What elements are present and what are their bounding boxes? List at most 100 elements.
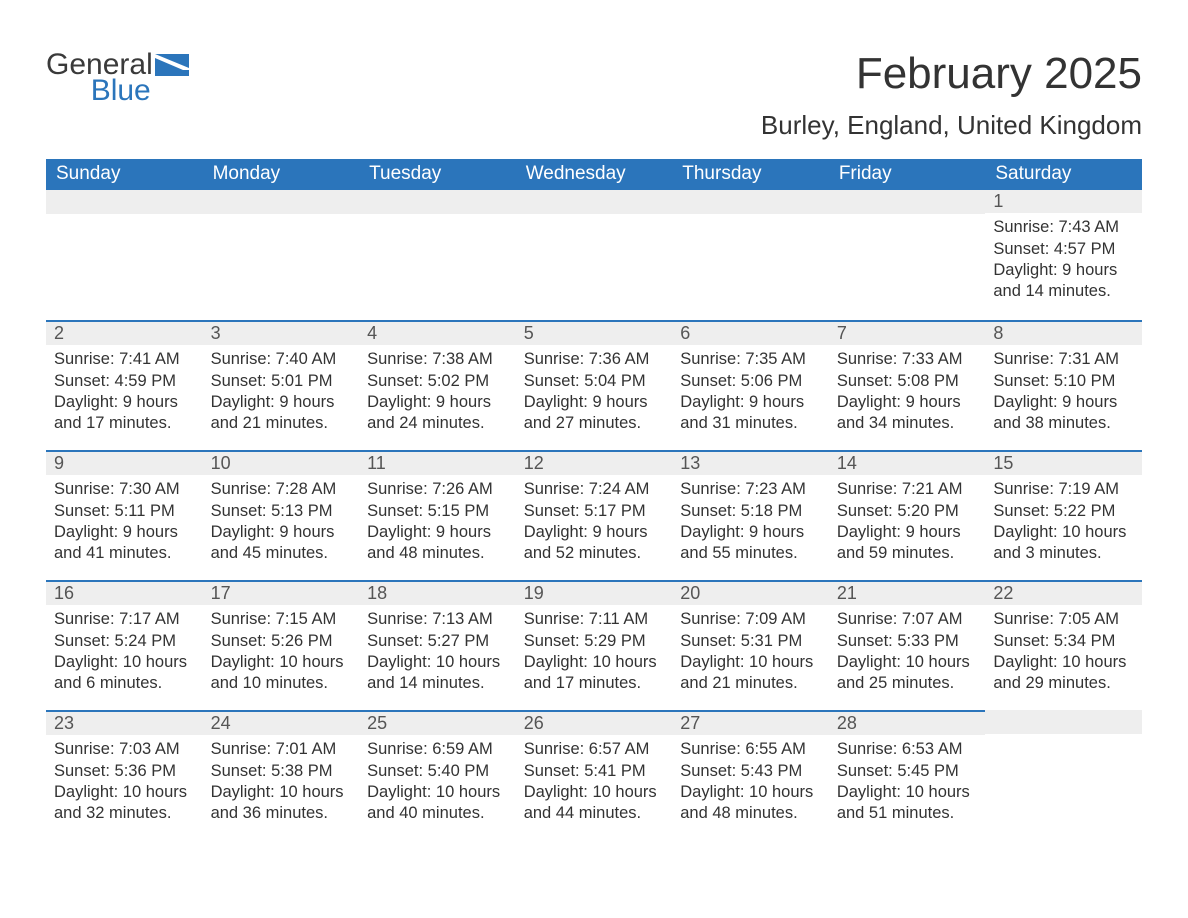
day-details: Sunrise: 7:30 AMSunset: 5:11 PMDaylight:… [46, 475, 203, 571]
sunset-line: Sunset: 5:11 PM [54, 501, 195, 522]
day-details: Sunrise: 7:09 AMSunset: 5:31 PMDaylight:… [672, 605, 829, 701]
day-details: Sunrise: 7:13 AMSunset: 5:27 PMDaylight:… [359, 605, 516, 701]
daylight-line-1: Daylight: 10 hours [837, 782, 978, 803]
day-number: 7 [829, 320, 986, 345]
empty-day [359, 190, 516, 214]
daylight-line-1: Daylight: 9 hours [367, 522, 508, 543]
sunrise-line: Sunrise: 7:36 AM [524, 349, 665, 370]
calendar-cell: 21Sunrise: 7:07 AMSunset: 5:33 PMDayligh… [829, 580, 986, 710]
day-number: 9 [46, 450, 203, 475]
calendar-cell: 20Sunrise: 7:09 AMSunset: 5:31 PMDayligh… [672, 580, 829, 710]
daylight-line-2: and 27 minutes. [524, 413, 665, 434]
daylight-line-1: Daylight: 9 hours [54, 522, 195, 543]
calendar-cell: 3Sunrise: 7:40 AMSunset: 5:01 PMDaylight… [203, 320, 360, 450]
sunrise-line: Sunrise: 7:41 AM [54, 349, 195, 370]
day-details: Sunrise: 7:41 AMSunset: 4:59 PMDaylight:… [46, 345, 203, 441]
day-number: 27 [672, 710, 829, 735]
day-number: 12 [516, 450, 673, 475]
day-number: 19 [516, 580, 673, 605]
daylight-line-1: Daylight: 9 hours [680, 392, 821, 413]
daylight-line-2: and 36 minutes. [211, 803, 352, 824]
daylight-line-1: Daylight: 9 hours [680, 522, 821, 543]
day-number: 22 [985, 580, 1142, 605]
day-number: 23 [46, 710, 203, 735]
daylight-line-2: and 17 minutes. [54, 413, 195, 434]
calendar-cell: 7Sunrise: 7:33 AMSunset: 5:08 PMDaylight… [829, 320, 986, 450]
day-details: Sunrise: 7:23 AMSunset: 5:18 PMDaylight:… [672, 475, 829, 571]
sunset-line: Sunset: 5:04 PM [524, 371, 665, 392]
sunset-line: Sunset: 5:22 PM [993, 501, 1134, 522]
sunrise-line: Sunrise: 7:31 AM [993, 349, 1134, 370]
sunset-line: Sunset: 5:36 PM [54, 761, 195, 782]
daylight-line-1: Daylight: 9 hours [524, 392, 665, 413]
day-number: 6 [672, 320, 829, 345]
sunrise-line: Sunrise: 6:55 AM [680, 739, 821, 760]
sunrise-line: Sunrise: 6:59 AM [367, 739, 508, 760]
day-number: 21 [829, 580, 986, 605]
daylight-line-2: and 21 minutes. [211, 413, 352, 434]
flag-icon [155, 54, 189, 76]
day-number: 16 [46, 580, 203, 605]
calendar-cell: 24Sunrise: 7:01 AMSunset: 5:38 PMDayligh… [203, 710, 360, 840]
empty-day [516, 190, 673, 214]
sunset-line: Sunset: 5:33 PM [837, 631, 978, 652]
day-details: Sunrise: 7:17 AMSunset: 5:24 PMDaylight:… [46, 605, 203, 701]
empty-day [46, 190, 203, 214]
day-details: Sunrise: 7:40 AMSunset: 5:01 PMDaylight:… [203, 345, 360, 441]
daylight-line-1: Daylight: 10 hours [993, 522, 1134, 543]
sunrise-line: Sunrise: 7:07 AM [837, 609, 978, 630]
daylight-line-2: and 59 minutes. [837, 543, 978, 564]
daylight-line-1: Daylight: 9 hours [211, 522, 352, 543]
daylight-line-1: Daylight: 10 hours [211, 782, 352, 803]
daylight-line-2: and 24 minutes. [367, 413, 508, 434]
sunset-line: Sunset: 5:08 PM [837, 371, 978, 392]
sunrise-line: Sunrise: 7:43 AM [993, 217, 1134, 238]
weekday-header: Saturday [985, 159, 1142, 190]
calendar-cell: 11Sunrise: 7:26 AMSunset: 5:15 PMDayligh… [359, 450, 516, 580]
day-number: 8 [985, 320, 1142, 345]
calendar-week: 2Sunrise: 7:41 AMSunset: 4:59 PMDaylight… [46, 320, 1142, 450]
daylight-line-1: Daylight: 10 hours [54, 782, 195, 803]
day-details: Sunrise: 7:28 AMSunset: 5:13 PMDaylight:… [203, 475, 360, 571]
calendar-week: 16Sunrise: 7:17 AMSunset: 5:24 PMDayligh… [46, 580, 1142, 710]
day-details: Sunrise: 6:59 AMSunset: 5:40 PMDaylight:… [359, 735, 516, 831]
day-details: Sunrise: 7:15 AMSunset: 5:26 PMDaylight:… [203, 605, 360, 701]
day-number: 24 [203, 710, 360, 735]
calendar-cell: 12Sunrise: 7:24 AMSunset: 5:17 PMDayligh… [516, 450, 673, 580]
empty-day [829, 190, 986, 214]
day-details: Sunrise: 7:11 AMSunset: 5:29 PMDaylight:… [516, 605, 673, 701]
daylight-line-2: and 44 minutes. [524, 803, 665, 824]
day-number: 4 [359, 320, 516, 345]
header: General Blue February 2025 Burley, Engla… [46, 50, 1142, 153]
daylight-line-1: Daylight: 10 hours [211, 652, 352, 673]
calendar-cell [46, 190, 203, 320]
sunset-line: Sunset: 5:43 PM [680, 761, 821, 782]
calendar-cell: 19Sunrise: 7:11 AMSunset: 5:29 PMDayligh… [516, 580, 673, 710]
sunset-line: Sunset: 5:29 PM [524, 631, 665, 652]
calendar-cell: 25Sunrise: 6:59 AMSunset: 5:40 PMDayligh… [359, 710, 516, 840]
daylight-line-1: Daylight: 10 hours [993, 652, 1134, 673]
calendar-cell: 1Sunrise: 7:43 AMSunset: 4:57 PMDaylight… [985, 190, 1142, 320]
sunset-line: Sunset: 5:26 PM [211, 631, 352, 652]
calendar-week: 1Sunrise: 7:43 AMSunset: 4:57 PMDaylight… [46, 190, 1142, 320]
daylight-line-1: Daylight: 10 hours [367, 652, 508, 673]
daylight-line-1: Daylight: 9 hours [367, 392, 508, 413]
calendar-cell: 2Sunrise: 7:41 AMSunset: 4:59 PMDaylight… [46, 320, 203, 450]
day-details: Sunrise: 7:38 AMSunset: 5:02 PMDaylight:… [359, 345, 516, 441]
calendar-cell [203, 190, 360, 320]
day-details: Sunrise: 7:33 AMSunset: 5:08 PMDaylight:… [829, 345, 986, 441]
day-details: Sunrise: 7:07 AMSunset: 5:33 PMDaylight:… [829, 605, 986, 701]
day-details: Sunrise: 7:01 AMSunset: 5:38 PMDaylight:… [203, 735, 360, 831]
daylight-line-1: Daylight: 9 hours [54, 392, 195, 413]
sunset-line: Sunset: 5:18 PM [680, 501, 821, 522]
sunrise-line: Sunrise: 7:38 AM [367, 349, 508, 370]
daylight-line-2: and 3 minutes. [993, 543, 1134, 564]
logo: General Blue [46, 50, 189, 108]
weekday-header: Sunday [46, 159, 203, 190]
calendar-cell: 13Sunrise: 7:23 AMSunset: 5:18 PMDayligh… [672, 450, 829, 580]
sunrise-line: Sunrise: 7:21 AM [837, 479, 978, 500]
day-number: 10 [203, 450, 360, 475]
daylight-line-2: and 29 minutes. [993, 673, 1134, 694]
sunset-line: Sunset: 4:59 PM [54, 371, 195, 392]
daylight-line-1: Daylight: 9 hours [524, 522, 665, 543]
